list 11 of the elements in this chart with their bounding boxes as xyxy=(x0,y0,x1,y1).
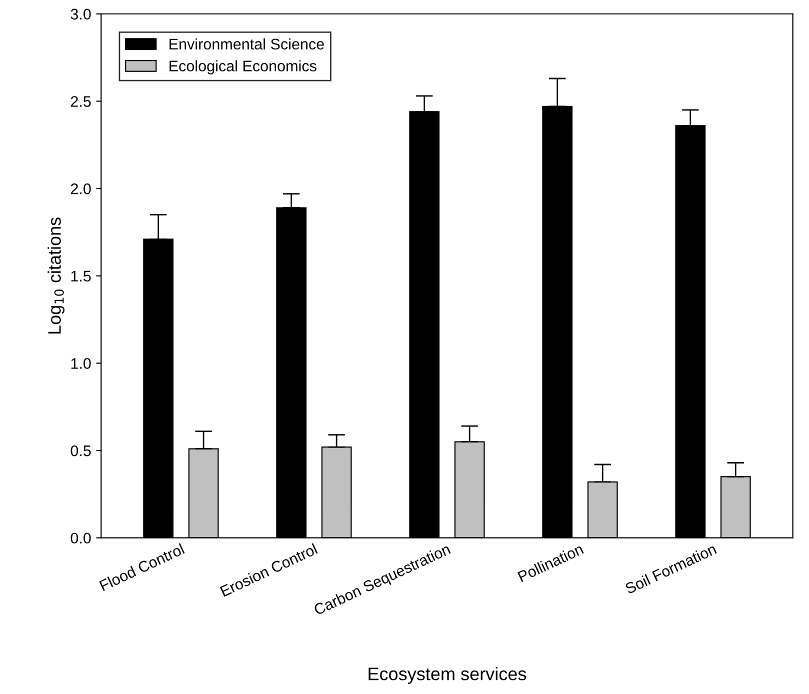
legend-label: Ecological Economics xyxy=(170,60,316,74)
y-tick-label: 1.5 xyxy=(71,270,91,282)
y-tick-label: 2.5 xyxy=(70,96,91,107)
y-tick-label: 1.0 xyxy=(71,358,91,369)
legend-label: Environmental Science xyxy=(170,38,324,50)
y-axis-title: Log$_{10}$ citations xyxy=(48,218,64,334)
y-tick-label: 3.0 xyxy=(70,8,91,20)
y-tick-label: 0.0 xyxy=(70,532,91,544)
y-tick-label: 0.5 xyxy=(70,445,91,456)
y-tick-label: 2.0 xyxy=(70,183,91,194)
x-axis-title: Ecosystem services xyxy=(368,667,526,684)
